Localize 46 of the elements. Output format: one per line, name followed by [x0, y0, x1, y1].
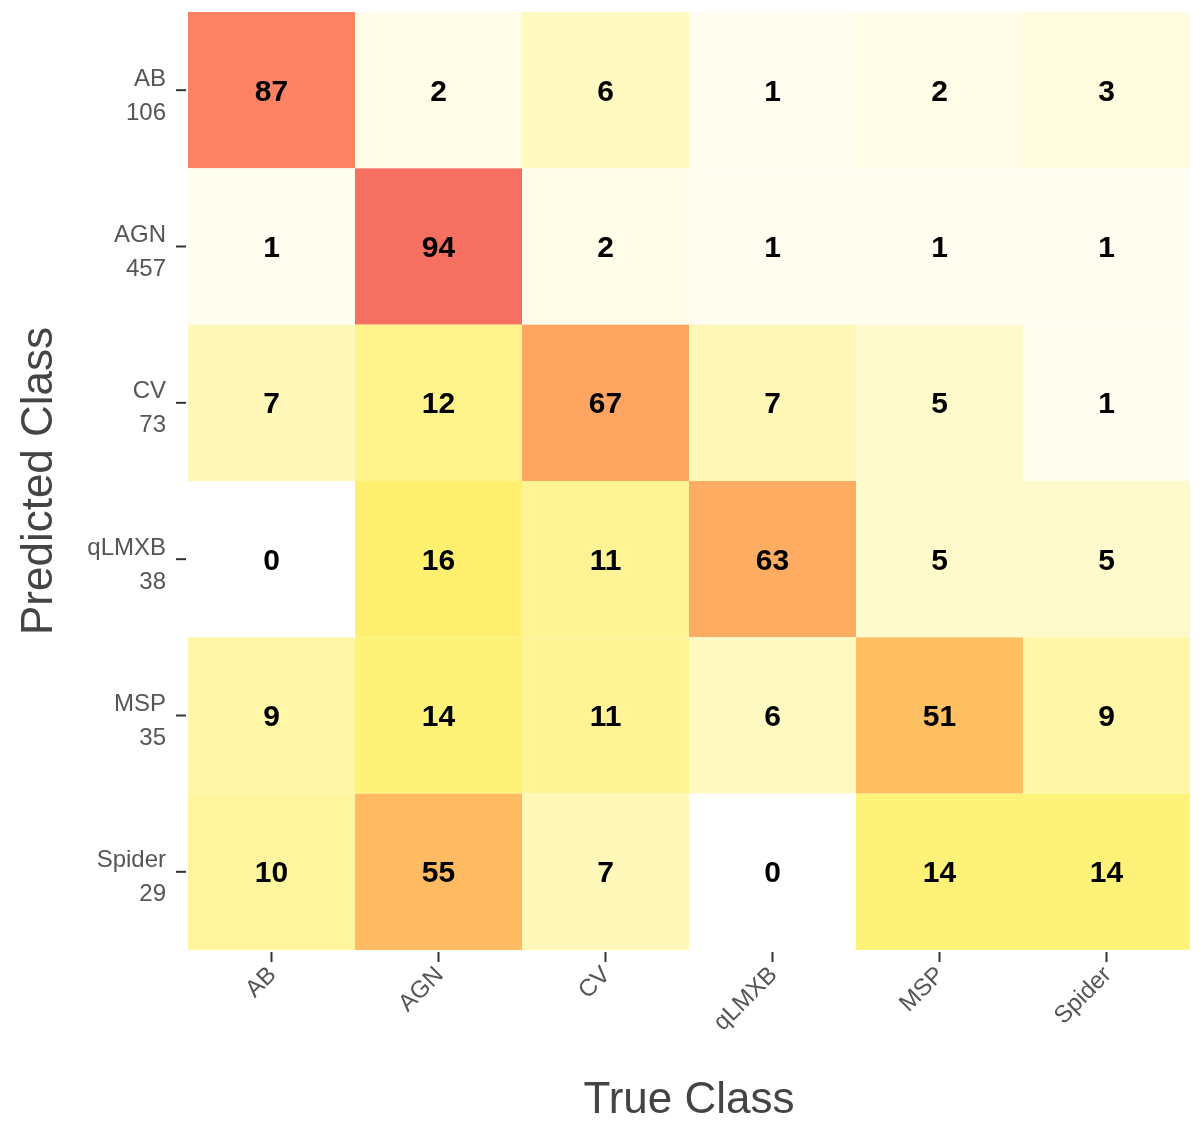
data-label: 0	[764, 855, 781, 889]
data-label: 6	[597, 73, 614, 107]
data-label: 5	[1098, 542, 1115, 576]
y-tick-label: MSP 35	[113, 688, 166, 750]
data-label: 7	[764, 386, 781, 420]
data-label: 11	[589, 699, 622, 732]
data-label: 67	[588, 386, 623, 420]
data-label: 14	[922, 855, 957, 889]
data-label: 2	[430, 73, 447, 107]
data-label: 63	[755, 542, 790, 576]
data-label: 5	[931, 386, 948, 420]
data-label: 1	[1098, 386, 1115, 420]
data-label: 87	[254, 73, 289, 107]
data-label: 94	[421, 230, 456, 263]
data-label: 1	[764, 73, 781, 107]
data-label: 10	[254, 855, 289, 889]
data-label: 2	[931, 73, 948, 107]
data-label: 14	[421, 699, 456, 732]
data-label: 12	[421, 386, 456, 420]
data-label: 16	[421, 542, 456, 576]
x-tick-label: AB	[239, 960, 281, 1003]
data-label: 2	[597, 230, 614, 263]
data-label: 1	[931, 230, 948, 263]
data-label: 0	[263, 542, 280, 576]
data-label: 7	[263, 386, 280, 420]
y-axis-title: Predicted Class	[12, 326, 61, 636]
data-label: 14	[1089, 855, 1124, 889]
y-tick-label: CV 73	[132, 376, 166, 438]
x-tick-label: CV	[572, 960, 615, 1004]
data-label: 51	[922, 699, 957, 732]
data-label: 7	[597, 855, 614, 889]
y-tick-label: AGN 457	[113, 219, 166, 281]
data-label: 3	[1098, 73, 1115, 107]
data-label: 5	[931, 542, 948, 576]
data-label: 55	[421, 855, 456, 889]
data-label: 9	[263, 699, 280, 732]
data-label: 9	[1098, 699, 1115, 732]
y-tick-label: qLMXB 38	[87, 532, 166, 594]
data-label: 6	[764, 699, 781, 732]
data-label: 1	[1098, 230, 1115, 263]
data-label: 11	[589, 542, 622, 576]
y-tick-label: Spider 29	[96, 845, 167, 907]
y-tick-label: AB 106	[125, 63, 166, 125]
x-axis-title: True Class	[583, 1073, 795, 1122]
data-label: 1	[764, 230, 781, 263]
data-label: 1	[263, 230, 280, 263]
